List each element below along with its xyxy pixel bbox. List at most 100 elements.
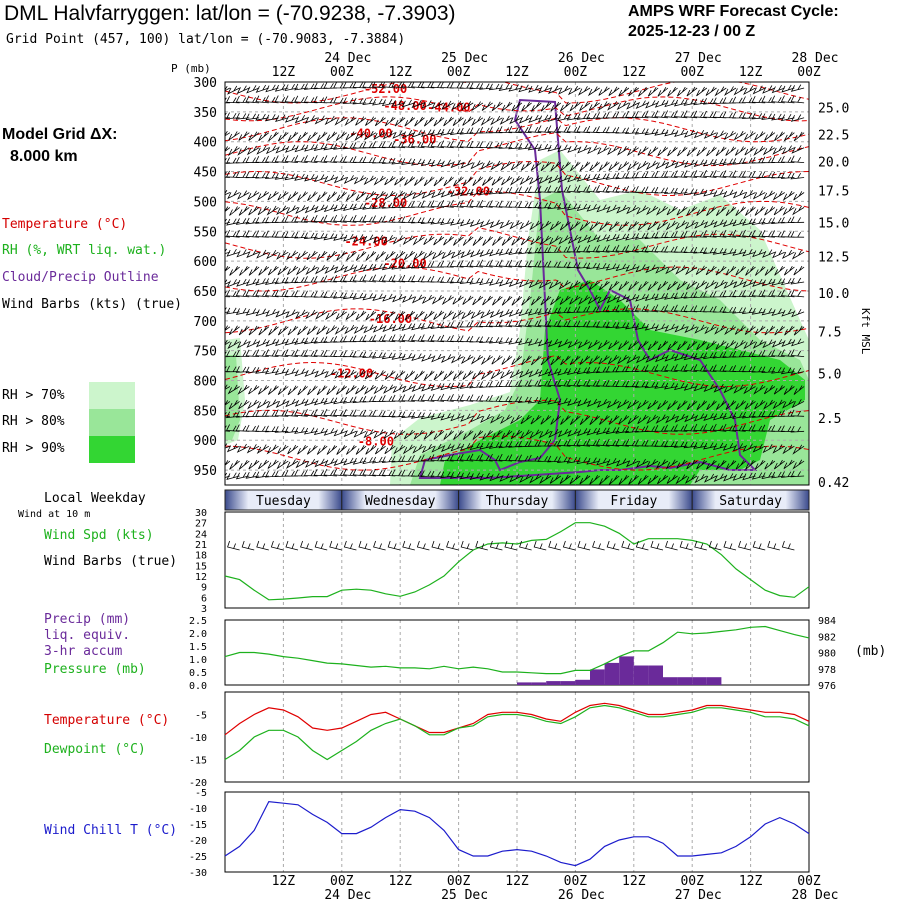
wind-barb: [440, 200, 454, 208]
wind-barb: [498, 187, 513, 194]
wind-barb: [225, 231, 230, 238]
wind-barb: [226, 279, 240, 288]
wind-barb: [664, 110, 678, 119]
wind-barb: [333, 96, 347, 104]
legend-rh90: RH > 90%: [2, 441, 65, 456]
wind-barb: [479, 336, 493, 343]
wind-barb: [336, 445, 347, 455]
wind-barb: [382, 130, 396, 140]
pressure-label: Pressure (mb): [44, 662, 146, 677]
temperature-contour-label: -44.00: [427, 101, 470, 115]
wind-barb: [538, 368, 552, 377]
wind-barb: [393, 429, 406, 440]
wind-barb: [644, 186, 659, 194]
wind-barb: [401, 129, 415, 139]
wind-barb: [284, 289, 299, 298]
wind-barb: [618, 415, 630, 425]
wind-barb: [508, 441, 522, 448]
wind-barb: [420, 454, 435, 462]
wind-barb: [402, 294, 415, 303]
wind-barb: [313, 291, 328, 298]
wind-barb: [303, 408, 318, 417]
wind-barb: [316, 325, 328, 335]
wind-barb: [586, 320, 600, 328]
wind-barb: [596, 427, 610, 435]
wind-barb: [326, 191, 338, 202]
wind-barb: [323, 155, 337, 163]
wind-barb: [762, 85, 776, 94]
wind-barb: [469, 442, 484, 451]
wind-barb: [355, 445, 367, 455]
wind-barb: [547, 114, 561, 122]
precip-panel-tick-label: 0.5: [189, 668, 207, 679]
legend-rh70: RH > 70%: [2, 388, 65, 403]
weekday-cell: [691, 489, 810, 511]
wind-barb: [480, 160, 493, 170]
grid-spacing-value: 8.000 km: [10, 148, 78, 165]
wind-barb: [479, 188, 493, 196]
weekday-label: Saturday: [719, 494, 782, 509]
wind-barb: [411, 294, 425, 304]
wind-barb: [568, 280, 581, 291]
wind-barb: [363, 384, 377, 395]
wind-barb: [479, 200, 493, 208]
wind-barb: [732, 423, 746, 432]
wind-barb: [403, 429, 416, 440]
wind-barb: [401, 455, 415, 462]
wind-barb: [450, 159, 464, 169]
wind-barb: [733, 340, 746, 350]
wind-barb: [615, 263, 630, 272]
wind-barb: [371, 395, 386, 403]
wind-barb: [587, 295, 600, 305]
wind-barb: [333, 214, 347, 223]
wind-barb: [325, 325, 338, 335]
wind-barb: [527, 308, 542, 316]
wind-barb: [579, 355, 591, 366]
wind-barb: [663, 440, 678, 448]
wind-barb: [382, 234, 396, 245]
wind-barb: [547, 185, 561, 193]
wind-barb: [531, 101, 542, 112]
wind-barb: [391, 323, 406, 332]
wind-barb: [673, 304, 688, 313]
wind-barb: [780, 95, 795, 104]
wind-barb: [245, 217, 260, 225]
wind-barb: [792, 459, 805, 470]
pressure-tick-label: 950: [194, 464, 217, 479]
wind-barb: [782, 205, 795, 216]
wind-barb: [528, 84, 542, 93]
top-hour-label: 00Z: [564, 65, 588, 80]
wind-barb: [276, 459, 289, 470]
wind-barb: [303, 83, 318, 90]
pressure-tick-label: 450: [194, 166, 217, 181]
bottom-date-label: 26 Dec: [558, 888, 605, 900]
wind-barb: [576, 113, 591, 120]
wind-barb: [498, 441, 513, 449]
wind-barb: [501, 101, 513, 112]
wind-barb: [557, 144, 571, 153]
wind-barb: [384, 251, 396, 261]
wind-barb: [460, 249, 474, 259]
wind-barb: [790, 172, 805, 180]
wind-barb: [469, 259, 483, 268]
surface-wind-barb: [300, 540, 313, 551]
wind-barb: [333, 350, 347, 357]
wind-barb: [304, 458, 318, 468]
wind-barb: [771, 366, 785, 374]
wind-barb: [684, 129, 698, 138]
wind-barb: [530, 355, 542, 366]
wind-barb: [693, 413, 707, 422]
wind-barb: [715, 146, 727, 157]
wind-barb: [556, 203, 571, 210]
wind-barb: [655, 205, 669, 216]
wind-barb: [295, 309, 308, 319]
wind-barb: [790, 95, 805, 104]
rh70-swatch: [89, 382, 135, 409]
wind-barb: [401, 140, 415, 149]
wind-barb: [383, 429, 396, 440]
wind-barb: [294, 349, 308, 357]
wind-barb: [589, 415, 600, 426]
wind-barb: [460, 160, 474, 169]
wind-barb: [754, 206, 766, 216]
wind-barb: [372, 82, 386, 89]
